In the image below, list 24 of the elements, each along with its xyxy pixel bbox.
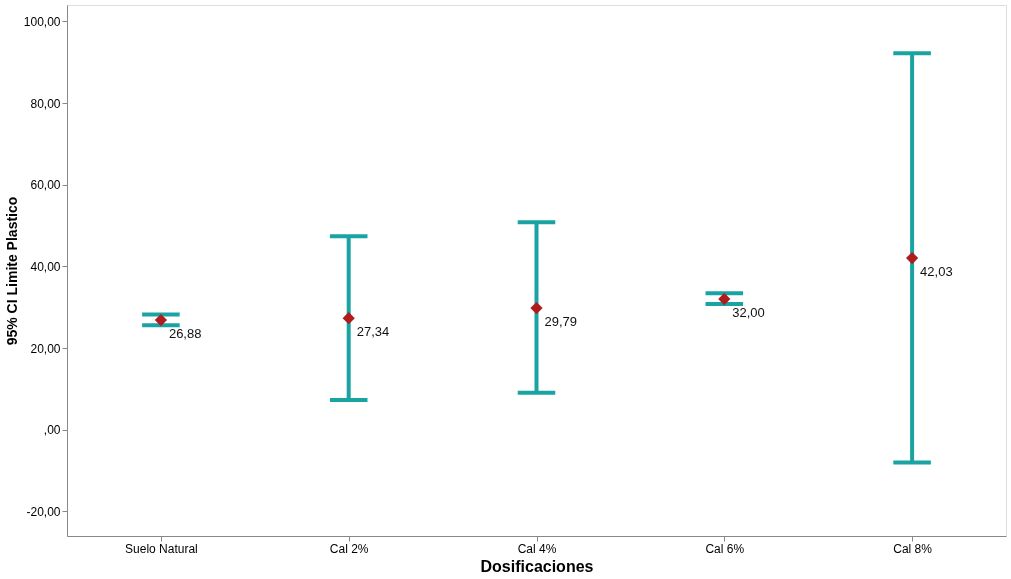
data-label: 29,79: [544, 314, 578, 330]
x-tick-label: Cal 2%: [329, 541, 369, 556]
y-tick-label: -20,00: [26, 504, 61, 519]
point: [342, 312, 355, 325]
point: [905, 252, 919, 265]
y-tick-label: 60,00: [30, 178, 61, 193]
y-tick-label: 80,00: [30, 96, 61, 111]
point: [154, 313, 168, 327]
x-tick-label: Suelo Natural: [125, 541, 198, 556]
data-label: 32,00: [732, 305, 765, 321]
point: [530, 302, 543, 315]
y-tick-label: 100,00: [23, 14, 61, 29]
x-tick-label: Cal 8%: [893, 541, 933, 556]
x-tick-label: Cal 6%: [705, 541, 745, 556]
y-tick-label: 20,00: [30, 341, 61, 356]
y-tick-label: 40,00: [30, 259, 61, 274]
x-axis-title: Dosificaciones: [480, 557, 594, 575]
data-label: 27,34: [356, 324, 390, 340]
y-axis-title: 95% CI Limite Plastico: [3, 196, 20, 346]
data-label: 42,03: [920, 264, 953, 280]
point: [718, 292, 731, 306]
data-label: 26,88: [168, 326, 202, 342]
x-tick-label: Cal 4%: [517, 541, 557, 556]
y-tick-label: ,00: [43, 423, 61, 438]
